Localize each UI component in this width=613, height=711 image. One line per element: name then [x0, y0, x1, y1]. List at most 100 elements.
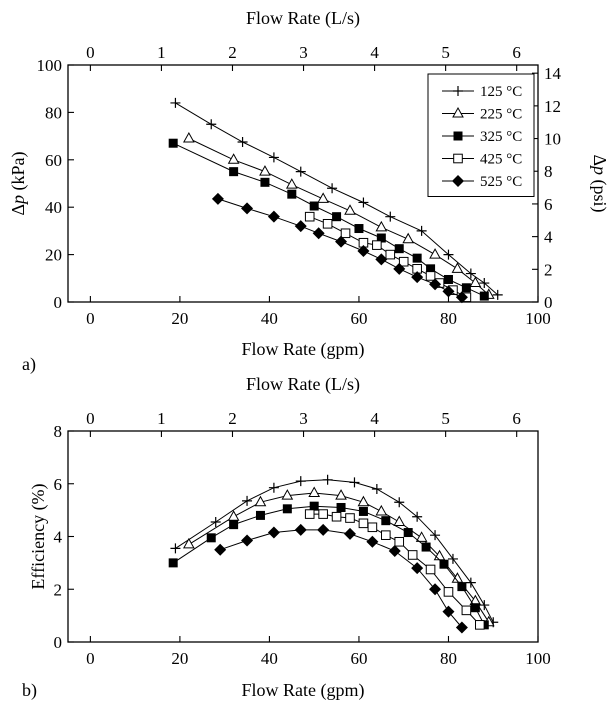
- x2-tick-label: 6: [512, 43, 521, 62]
- data-point: [229, 520, 239, 530]
- data-point: [281, 489, 294, 500]
- data-point: [455, 621, 468, 634]
- x-tick-label: 80: [440, 309, 457, 328]
- data-point: [398, 256, 409, 267]
- data-point: [439, 559, 449, 569]
- data-point: [479, 291, 489, 301]
- data-point: [357, 495, 370, 507]
- y2-tick-label: 14: [544, 64, 562, 83]
- data-point: [425, 564, 436, 575]
- data-point: [168, 138, 178, 148]
- data-point: [415, 531, 428, 542]
- y-tick-label: 100: [37, 56, 63, 75]
- data-point: [260, 177, 270, 187]
- data-point: [345, 513, 355, 523]
- data-point: [304, 509, 315, 519]
- legend-marker: [453, 131, 463, 141]
- y-tick-label: 2: [54, 580, 63, 599]
- legend-label: 325 °C: [480, 129, 522, 145]
- data-point: [183, 537, 195, 549]
- y2-axis-title: Δp (psi): [589, 154, 610, 212]
- y-tick-label: 8: [54, 422, 63, 441]
- data-point: [479, 278, 490, 289]
- data-point: [357, 245, 370, 258]
- legend-label: 525 °C: [480, 174, 522, 190]
- series-line: [172, 505, 485, 626]
- data-point: [211, 192, 224, 205]
- data-point: [344, 204, 356, 215]
- data-point: [304, 211, 315, 222]
- y-tick-label: 6: [54, 475, 63, 494]
- data-point: [411, 271, 424, 284]
- legend-box: [427, 73, 535, 197]
- data-point: [358, 506, 368, 516]
- x2-tick-label: 3: [299, 43, 308, 62]
- data-point: [367, 522, 378, 533]
- data-point: [426, 264, 436, 274]
- data-point: [407, 550, 418, 560]
- data-point: [210, 516, 221, 527]
- data-point: [229, 167, 239, 177]
- data-point: [385, 211, 396, 222]
- x2-tick-label: 4: [370, 409, 379, 428]
- y-tick-label: 0: [54, 293, 63, 312]
- data-point: [376, 233, 386, 243]
- y2-tick-label: 0: [544, 293, 553, 312]
- data-point: [332, 212, 342, 222]
- data-point: [287, 189, 297, 199]
- x-tick-label: 60: [350, 309, 367, 328]
- y2-axis-title-var: p: [590, 164, 610, 175]
- data-point: [381, 516, 391, 526]
- x2-tick-label: 2: [228, 43, 237, 62]
- data-point: [393, 515, 406, 526]
- series-2: [183, 131, 495, 299]
- data-point: [394, 497, 405, 508]
- data-point: [442, 285, 455, 298]
- y-axis-title: Efficiency (%): [28, 483, 49, 589]
- data-point: [442, 605, 455, 618]
- y-tick-label: 40: [45, 198, 62, 217]
- data-point: [317, 192, 329, 203]
- y-axis-title: Δp (kPa): [8, 151, 29, 215]
- data-point: [429, 248, 441, 259]
- y-axis-title-prefix: Δ: [8, 204, 28, 216]
- legend-label: 125 °C: [480, 84, 522, 100]
- x2-tick-label: 5: [441, 409, 450, 428]
- data-point: [344, 527, 356, 540]
- data-point: [430, 530, 441, 541]
- x2-tick-label: 0: [86, 43, 95, 62]
- x2-tick-label: 0: [86, 409, 95, 428]
- y2-tick-label: 4: [544, 228, 553, 247]
- legend-marker: [452, 175, 464, 187]
- x2-tick-label: 6: [512, 409, 521, 428]
- data-point: [170, 543, 181, 554]
- y2-tick-label: 10: [544, 130, 561, 149]
- series-4: [304, 211, 472, 303]
- data-point: [255, 510, 265, 520]
- data-point: [268, 152, 279, 163]
- data-point: [403, 528, 413, 538]
- data-point: [470, 603, 480, 613]
- data-point: [469, 276, 482, 288]
- data-point: [492, 289, 503, 300]
- legend-label: 425 °C: [480, 152, 522, 168]
- data-point: [312, 227, 325, 240]
- x-tick-label: 20: [171, 649, 188, 668]
- y-axis-title-var: p: [8, 195, 28, 206]
- data-point: [375, 220, 388, 232]
- x-tick-label: 60: [350, 649, 367, 668]
- x2-tick-label: 5: [441, 43, 450, 62]
- data-point: [375, 253, 388, 266]
- y-tick-label: 4: [54, 528, 63, 547]
- x-axis-title: Flow Rate (gpm): [242, 339, 365, 360]
- x-axis-title: Flow Rate (gpm): [242, 680, 365, 701]
- x-tick-label: 80: [440, 649, 457, 668]
- data-point: [294, 523, 307, 536]
- data-point: [331, 511, 342, 522]
- x-tick-label: 0: [86, 649, 95, 668]
- data-point: [242, 495, 253, 506]
- x2-tick-label: 1: [157, 409, 166, 428]
- x2-tick-label: 4: [370, 43, 379, 62]
- data-point: [259, 165, 271, 176]
- data-point: [412, 253, 422, 263]
